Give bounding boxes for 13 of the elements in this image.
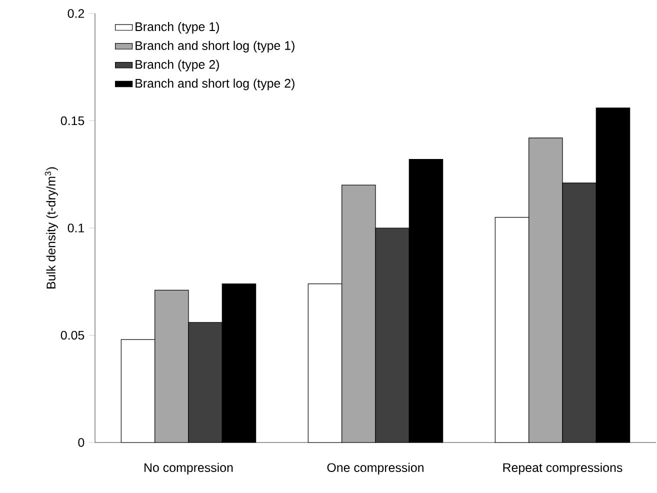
legend-label: Branch (type 2) — [136, 60, 219, 72]
y-tick-label: 0.2 — [68, 9, 84, 18]
legend-label: Branch and short log (type 1) — [136, 40, 294, 52]
y-tick-label: 0.1 — [68, 224, 84, 232]
legend-label: Branch (type 1) — [136, 22, 219, 34]
x-tick-label: One compression — [327, 462, 424, 474]
x-tick-label: Repeat compressions — [503, 462, 622, 474]
y-tick-label: 0 — [78, 438, 84, 447]
x-tick-label: No compression — [144, 462, 233, 474]
y-axis-title: Bulk density (t-dry/m$^{3}$) — [44, 167, 58, 288]
legend-label: Branch and short log (type 2) — [136, 78, 294, 90]
y-tick-label: 0.05 — [60, 330, 84, 340]
y-tick-label: 0.15 — [60, 116, 84, 126]
